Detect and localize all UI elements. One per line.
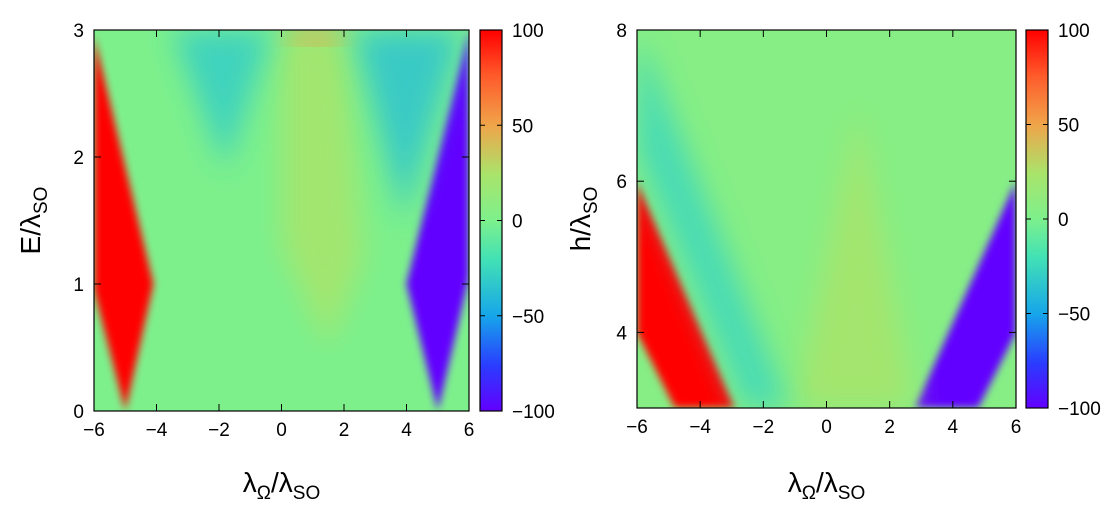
colorbar-tick-label: −100 bbox=[512, 402, 555, 423]
x-tick-label: 4 bbox=[948, 417, 959, 438]
y-tick-label: 1 bbox=[73, 275, 84, 296]
cyan-band-left bbox=[637, 45, 789, 408]
colorbar-tick-label: 100 bbox=[512, 21, 544, 42]
x-tick-label: −6 bbox=[626, 417, 648, 438]
cyan-wedge-left bbox=[172, 30, 273, 170]
colorbar-tick-label: −50 bbox=[1058, 305, 1090, 326]
x-tick-label: 6 bbox=[464, 420, 475, 441]
x-tick-label: 0 bbox=[276, 420, 287, 441]
left-panel: −6 −4 −2 0 2 4 6 0 1 2 3 λΩ/λSO E/λSO −100 −50 0 50 100 bbox=[15, 21, 555, 504]
y-tick-label: 3 bbox=[73, 21, 84, 42]
colorbar-tick-label: 0 bbox=[1058, 210, 1069, 231]
colorbar-tick-label: 0 bbox=[512, 212, 523, 233]
y-tick-label: 0 bbox=[73, 402, 84, 423]
cyan-wedge-right bbox=[353, 30, 463, 221]
x-tick-label: 0 bbox=[821, 417, 832, 438]
y-axis-label: h/λSO bbox=[565, 187, 602, 252]
top-orange bbox=[287, 30, 344, 43]
heatmap-area bbox=[94, 30, 469, 411]
colorbar-tick-label: 100 bbox=[1058, 21, 1090, 42]
colorbar-tick-label: −50 bbox=[512, 307, 544, 328]
y-tick-label: 2 bbox=[73, 148, 84, 169]
blue-region bbox=[914, 181, 1016, 408]
center-warm bbox=[281, 30, 363, 348]
red-region bbox=[94, 36, 154, 411]
x-tick-label: −4 bbox=[689, 417, 711, 438]
x-tick-label: −4 bbox=[146, 420, 168, 441]
y-axis-label: E/λSO bbox=[15, 187, 52, 255]
x-tick-label: 2 bbox=[884, 417, 895, 438]
colorbar-tick-label: 50 bbox=[512, 116, 533, 137]
center-warm bbox=[794, 105, 915, 408]
red-region bbox=[637, 181, 735, 408]
x-axis-label: λΩ/λSO bbox=[788, 467, 865, 504]
right-panel: −6 −4 −2 0 2 4 6 4 6 8 λΩ/λSO h/λSO −100 −50 0 50 100 bbox=[565, 21, 1101, 504]
heatmap-area bbox=[637, 30, 1016, 408]
x-tick-label: 4 bbox=[401, 420, 412, 441]
x-tick-label: −6 bbox=[83, 420, 105, 441]
colorbar-tick-label: −100 bbox=[1058, 399, 1101, 420]
x-tick-label: 6 bbox=[1011, 417, 1022, 438]
colorbar-tick-label: 50 bbox=[1058, 116, 1079, 137]
x-tick-label: −2 bbox=[208, 420, 230, 441]
blue-region bbox=[406, 30, 469, 411]
x-tick-label: −2 bbox=[752, 417, 774, 438]
y-tick-label: 6 bbox=[616, 172, 627, 193]
x-tick-label: 2 bbox=[339, 420, 350, 441]
x-axis-label: λΩ/λSO bbox=[243, 467, 320, 504]
y-tick-label: 8 bbox=[616, 21, 627, 42]
y-tick-label: 4 bbox=[616, 323, 627, 344]
